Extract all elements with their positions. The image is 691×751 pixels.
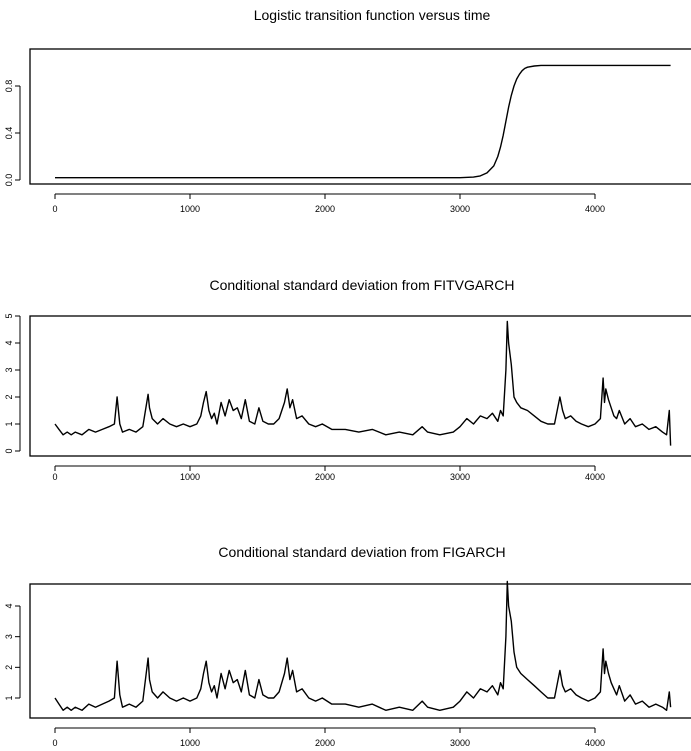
y-tick-label: 0: [4, 448, 14, 453]
y-tick-label: 4: [4, 603, 14, 608]
y-tick-label: 0.0: [4, 174, 14, 187]
y-tick-label: 4: [4, 340, 14, 345]
y-tick-label: 0.8: [4, 80, 14, 93]
y-axis: 1 2 3 4: [4, 603, 21, 701]
x-tick-label: 1000: [180, 472, 200, 482]
series-line: [54, 320, 672, 446]
x-tick-label: 4000: [585, 204, 605, 214]
plot-frame: [29, 48, 691, 185]
x-axis: 0 1000 2000 3000 4000: [52, 193, 605, 214]
y-tick-label: 0.4: [4, 127, 14, 140]
chart-title: Logistic transition function versus time: [254, 7, 491, 23]
x-tick-label: 4000: [585, 472, 605, 482]
series-line: [55, 64, 671, 179]
x-tick-label: 2000: [315, 472, 335, 482]
plot-frame: [29, 583, 691, 719]
chart-title: Conditional standard deviation from FIGA…: [218, 544, 505, 560]
y-axis: 0.0 0.4 0.8: [4, 80, 21, 187]
x-tick-label: 3000: [450, 472, 470, 482]
x-tick-label: 2000: [315, 738, 335, 748]
panel-fitvgarch: Conditional standard deviation from FITV…: [4, 277, 691, 482]
y-tick-label: 1: [4, 695, 14, 700]
x-tick-label: 0: [52, 204, 57, 214]
x-tick-label: 1000: [180, 738, 200, 748]
y-tick-label: 5: [4, 313, 14, 318]
x-tick-label: 1000: [180, 204, 200, 214]
y-tick-label: 3: [4, 634, 14, 639]
y-tick-label: 2: [4, 394, 14, 399]
panel-figarch: Conditional standard deviation from FIGA…: [4, 544, 691, 748]
y-tick-label: 1: [4, 421, 14, 426]
panel-logistic-transition: Logistic transition function versus time…: [4, 7, 691, 214]
x-axis: 0 1000 2000 3000 4000: [52, 727, 605, 748]
y-tick-label: 3: [4, 367, 14, 372]
y-axis: 0 1 2 3 4 5: [4, 313, 21, 454]
plot-frame: [29, 315, 691, 457]
x-tick-label: 3000: [450, 204, 470, 214]
x-axis: 0 1000 2000 3000 4000: [52, 465, 605, 482]
series-line: [54, 580, 672, 711]
y-tick-label: 2: [4, 665, 14, 670]
x-tick-label: 2000: [315, 204, 335, 214]
x-tick-label: 4000: [585, 738, 605, 748]
chart-title: Conditional standard deviation from FITV…: [209, 277, 514, 293]
x-tick-label: 0: [52, 738, 57, 748]
x-tick-label: 0: [52, 472, 57, 482]
x-tick-label: 3000: [450, 738, 470, 748]
